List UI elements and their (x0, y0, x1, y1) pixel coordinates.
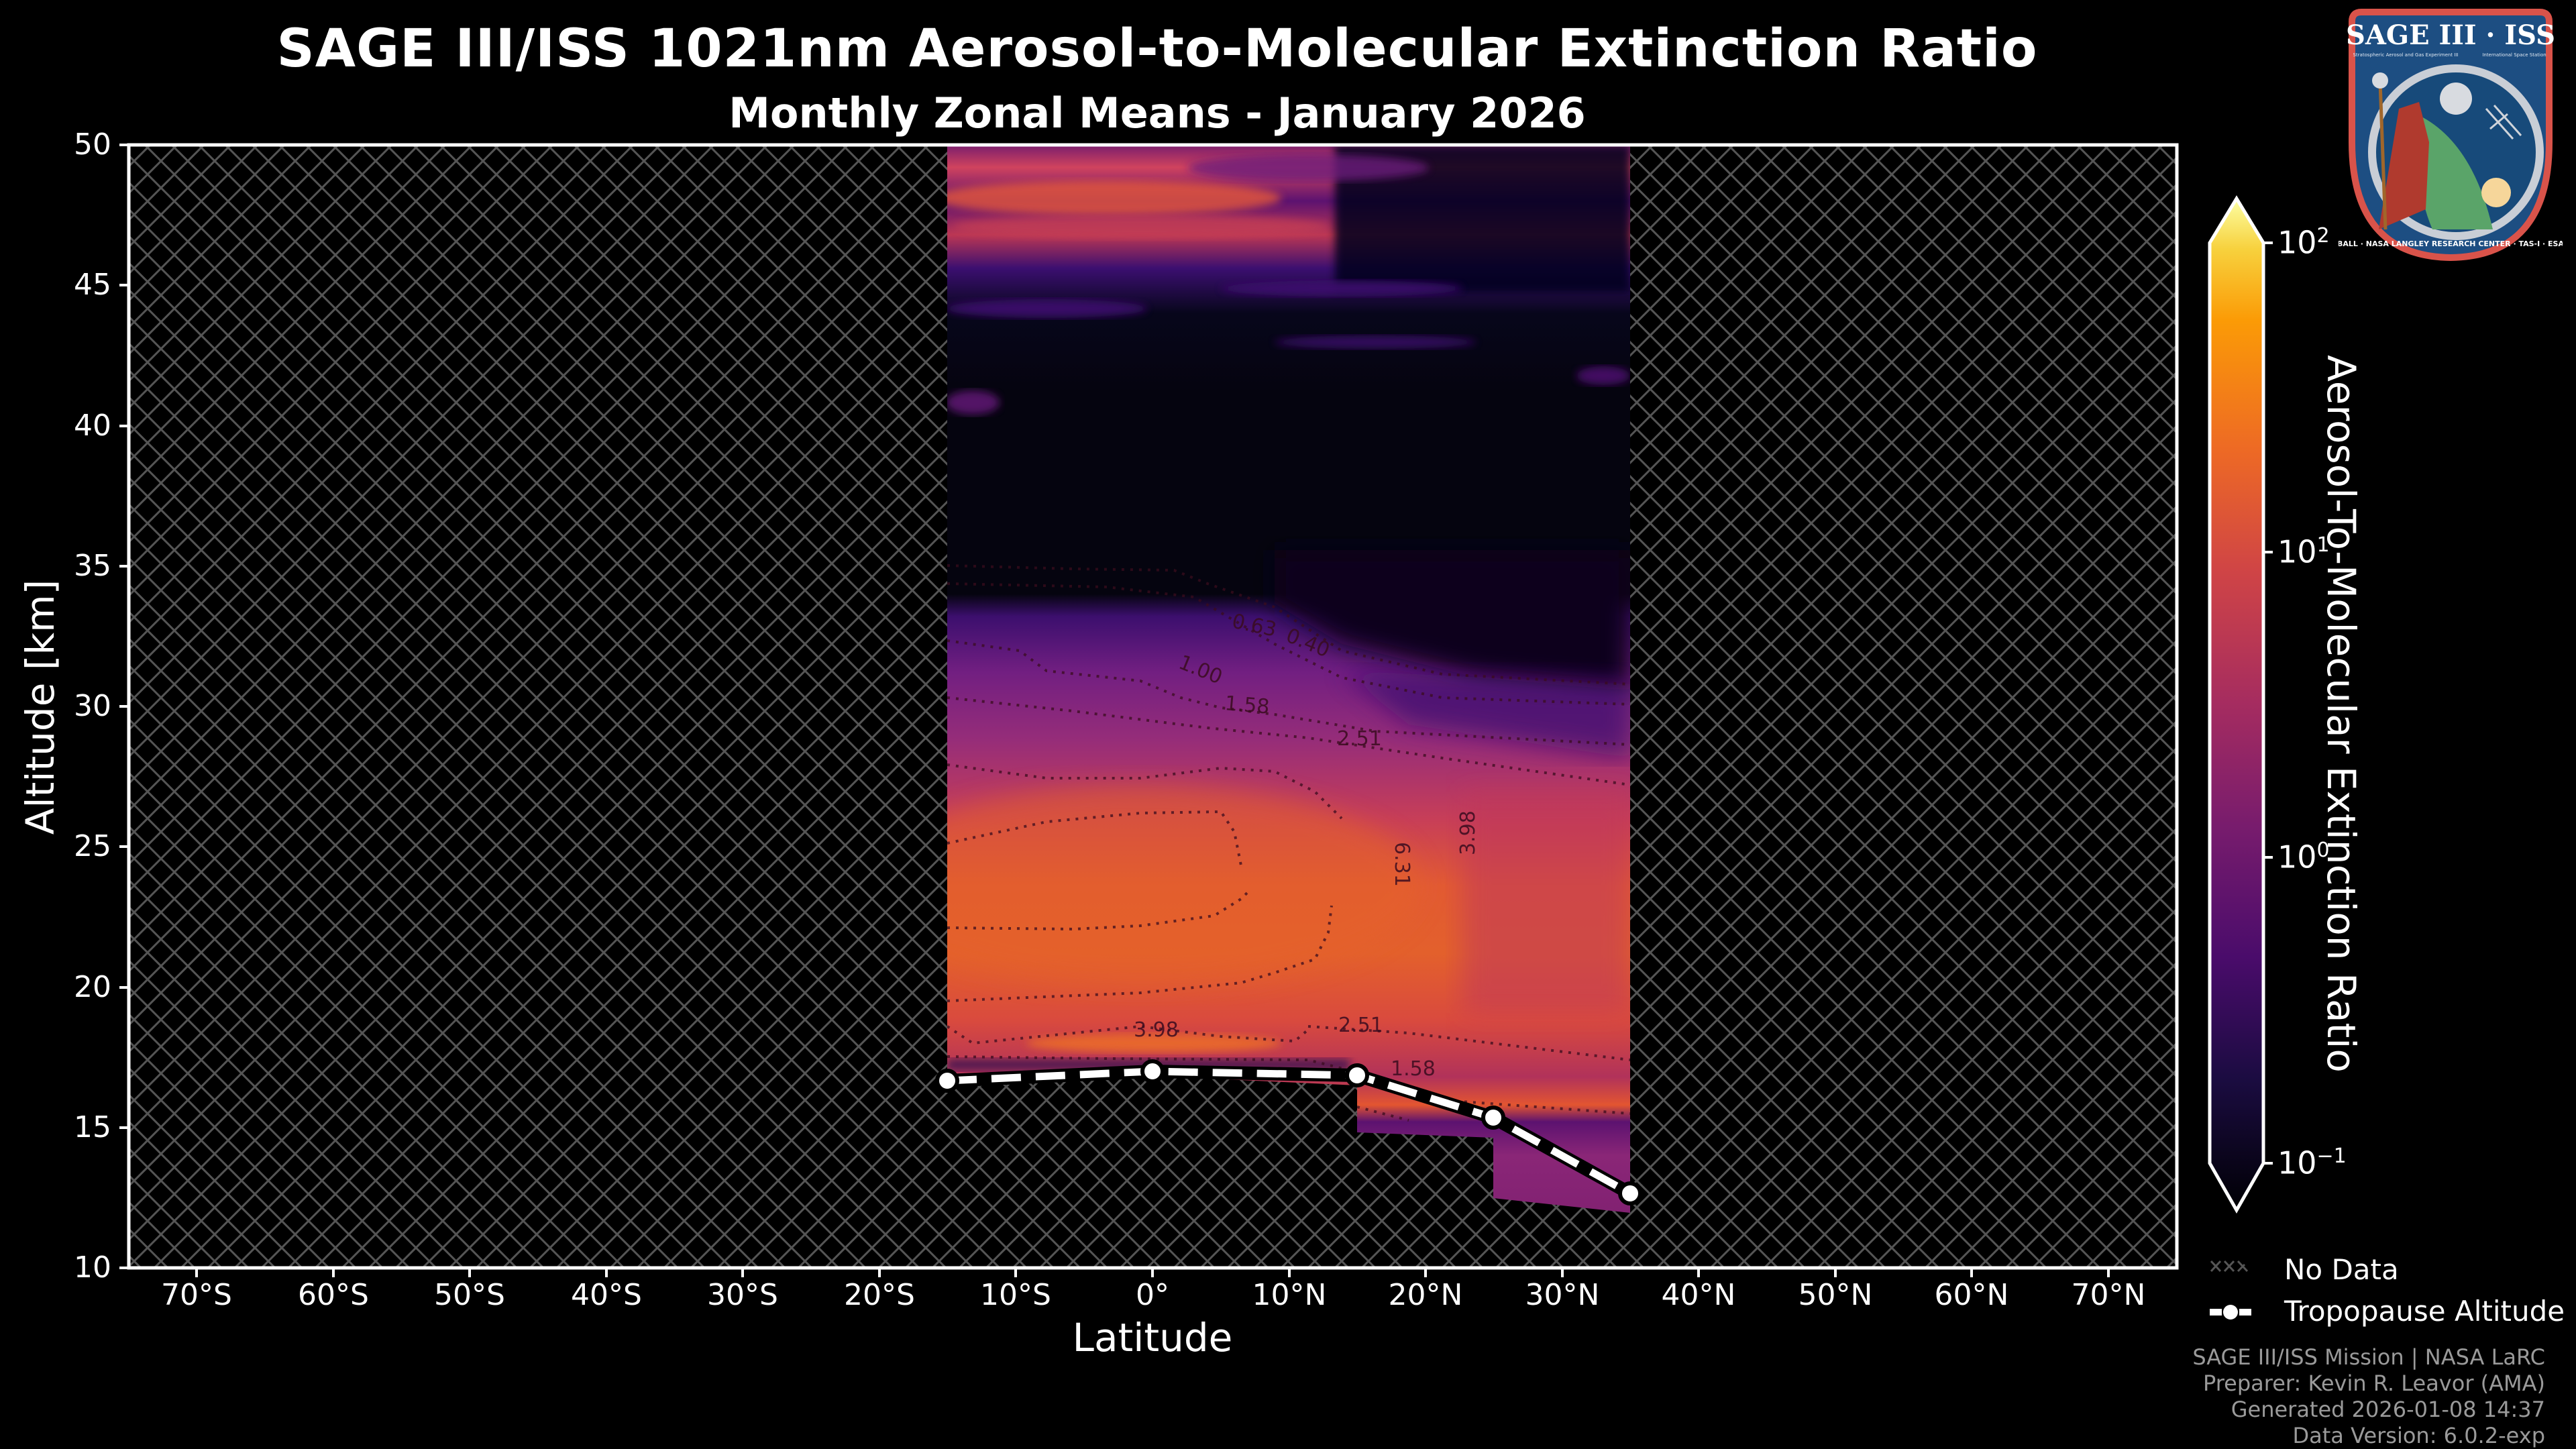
y-tick-label: 30 (74, 689, 111, 723)
x-tick-label: 60°S (298, 1278, 369, 1312)
earth-icon (2417, 115, 2493, 229)
y-tick-label: 15 (74, 1110, 111, 1144)
x-tick-label: 40°N (1661, 1278, 1736, 1312)
credit-mission: SAGE III/ISS Mission | NASA LaRC (2192, 1344, 2545, 1370)
x-tick-label: 50°S (434, 1278, 505, 1312)
x-tick-label: 30°S (707, 1278, 778, 1312)
x-tick-label: 40°S (571, 1278, 642, 1312)
y-tick-label: 10 (74, 1250, 111, 1285)
no-data-legend-icon (2210, 1260, 2249, 1273)
sun-icon (2481, 178, 2511, 207)
moon-icon (2440, 83, 2472, 115)
tropopause-line (935, 1059, 1642, 1205)
y-tick-marks (119, 144, 129, 1269)
y-tick-label: 40 (74, 409, 111, 443)
colorbar-tick-label: 102 (2277, 224, 2330, 261)
contour-label-6.31: 6.31 (1390, 842, 1413, 887)
contour-label-3.98-low: 3.98 (1134, 1018, 1179, 1042)
contour-label-1.58: 1.58 (1224, 692, 1271, 719)
logo-ring-text: BALL · NASA LANGLEY RESEARCH CENTER · TA… (2339, 239, 2563, 248)
credit-preparer: Preparer: Kevin R. Leavor (AMA) (2202, 1371, 2545, 1396)
contour-label-2.51-low: 2.51 (1338, 1014, 1383, 1037)
y-tick-label: 25 (74, 829, 111, 863)
colorbar-label: Aerosol-To-Molecular Extinction Ratio (2318, 355, 2364, 1073)
chart-subtitle: Monthly Zonal Means - January 2026 (729, 89, 1586, 138)
tropopause-legend-icon (2210, 1305, 2251, 1320)
x-tick-label: 60°N (1934, 1278, 2009, 1312)
legend-no-data-label: No Data (2284, 1253, 2399, 1286)
contour-label-1.58-low: 1.58 (1391, 1057, 1436, 1081)
iss-icon (2485, 105, 2522, 140)
x-tick-label: 10°S (980, 1278, 1051, 1312)
tropopause-point (1618, 1181, 1642, 1205)
legend (2210, 1260, 2251, 1320)
legend-tropopause-label: Tropopause Altitude (2284, 1295, 2565, 1328)
logo-caption-right: International Space Station (2482, 52, 2546, 58)
x-tick-label: 70°N (2071, 1278, 2146, 1312)
y-tick-label: 20 (74, 970, 111, 1004)
colorbar (2208, 195, 2273, 1214)
tropopause-point (1140, 1059, 1165, 1083)
contour-lines (947, 564, 1630, 1122)
colorbar-tick-label: 100 (2277, 839, 2330, 875)
contour-labels: 0.63 0.40 1.00 1.58 2.51 6.31 3.98 3.98 … (1134, 610, 1480, 1081)
logo-caption-left: Stratospheric Aerosol and Gas Experiment… (2353, 52, 2458, 58)
contour-label-3.98: 3.98 (1456, 810, 1480, 855)
credit-generated: Generated 2026-01-08 14:37 (2231, 1397, 2545, 1422)
colorbar-tick-label: 101 (2277, 533, 2330, 570)
x-tick-label: 30°N (1525, 1278, 1600, 1312)
tropopause-point (1345, 1063, 1369, 1087)
logo-title: SAGE III · ISS (2346, 19, 2555, 51)
y-tick-label: 50 (74, 127, 111, 162)
credits: SAGE III/ISS Mission | NASA LaRC Prepare… (2192, 1344, 2545, 1449)
x-tick-label: 0° (1136, 1278, 1169, 1312)
tropopause-point (935, 1069, 959, 1093)
x-tick-label: 50°N (1798, 1278, 1873, 1312)
y-tick-label: 35 (74, 549, 111, 583)
x-tick-marks (195, 1268, 2110, 1277)
wizard-icon (2379, 102, 2429, 229)
contour-label-2.51: 2.51 (1337, 727, 1382, 751)
x-tick-label: 20°S (844, 1278, 915, 1312)
chart-title: SAGE III/ISS 1021nm Aerosol-to-Molecular… (276, 19, 2038, 79)
x-tick-label: 20°N (1388, 1278, 1463, 1312)
x-tick-label: 10°N (1252, 1278, 1327, 1312)
x-tick-label: 70°S (161, 1278, 232, 1312)
sage-iii-iss-logo: SAGE III · ISS Stratospheric Aerosol and… (2339, 9, 2563, 262)
y-axis-label: Altitude [km] (17, 579, 63, 835)
y-tick-label: 45 (74, 268, 111, 302)
x-axis-label: Latitude (1072, 1315, 1233, 1360)
colorbar-tick-label: 10−1 (2277, 1144, 2347, 1181)
credit-data-version: Data Version: 6.0.2-exp (2292, 1423, 2545, 1448)
tropopause-point (1481, 1106, 1505, 1130)
